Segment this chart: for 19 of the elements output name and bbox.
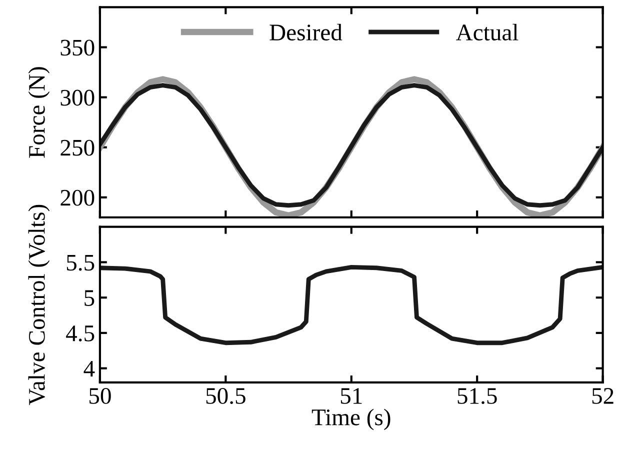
y-tick-label: 300 bbox=[60, 90, 94, 106]
x-tick-label: 50 bbox=[90, 388, 111, 404]
legend-label: Actual bbox=[456, 24, 518, 41]
y-tick-label: 4.5 bbox=[66, 326, 94, 342]
x-tick-label: 50.5 bbox=[206, 388, 246, 404]
x-tick-label: 51 bbox=[340, 388, 362, 404]
y-tick-label: 250 bbox=[60, 140, 94, 156]
y-axis-title: Force (N) bbox=[28, 67, 50, 158]
y-tick-label: 5.5 bbox=[66, 254, 94, 271]
line-series bbox=[100, 264, 603, 346]
x-tick-label: 52 bbox=[592, 388, 614, 404]
legend-label: Desired bbox=[270, 24, 342, 41]
x-tick-label: 51.5 bbox=[458, 388, 497, 404]
y-tick-label: 5 bbox=[84, 290, 94, 306]
y-tick-label: 200 bbox=[60, 190, 94, 206]
y-tick-label: 4 bbox=[84, 360, 95, 376]
y-tick-label: 350 bbox=[60, 40, 94, 56]
y-axis-title: Valve Control (Volts) bbox=[28, 204, 50, 406]
x-axis-title: Time (s) bbox=[312, 408, 390, 430]
